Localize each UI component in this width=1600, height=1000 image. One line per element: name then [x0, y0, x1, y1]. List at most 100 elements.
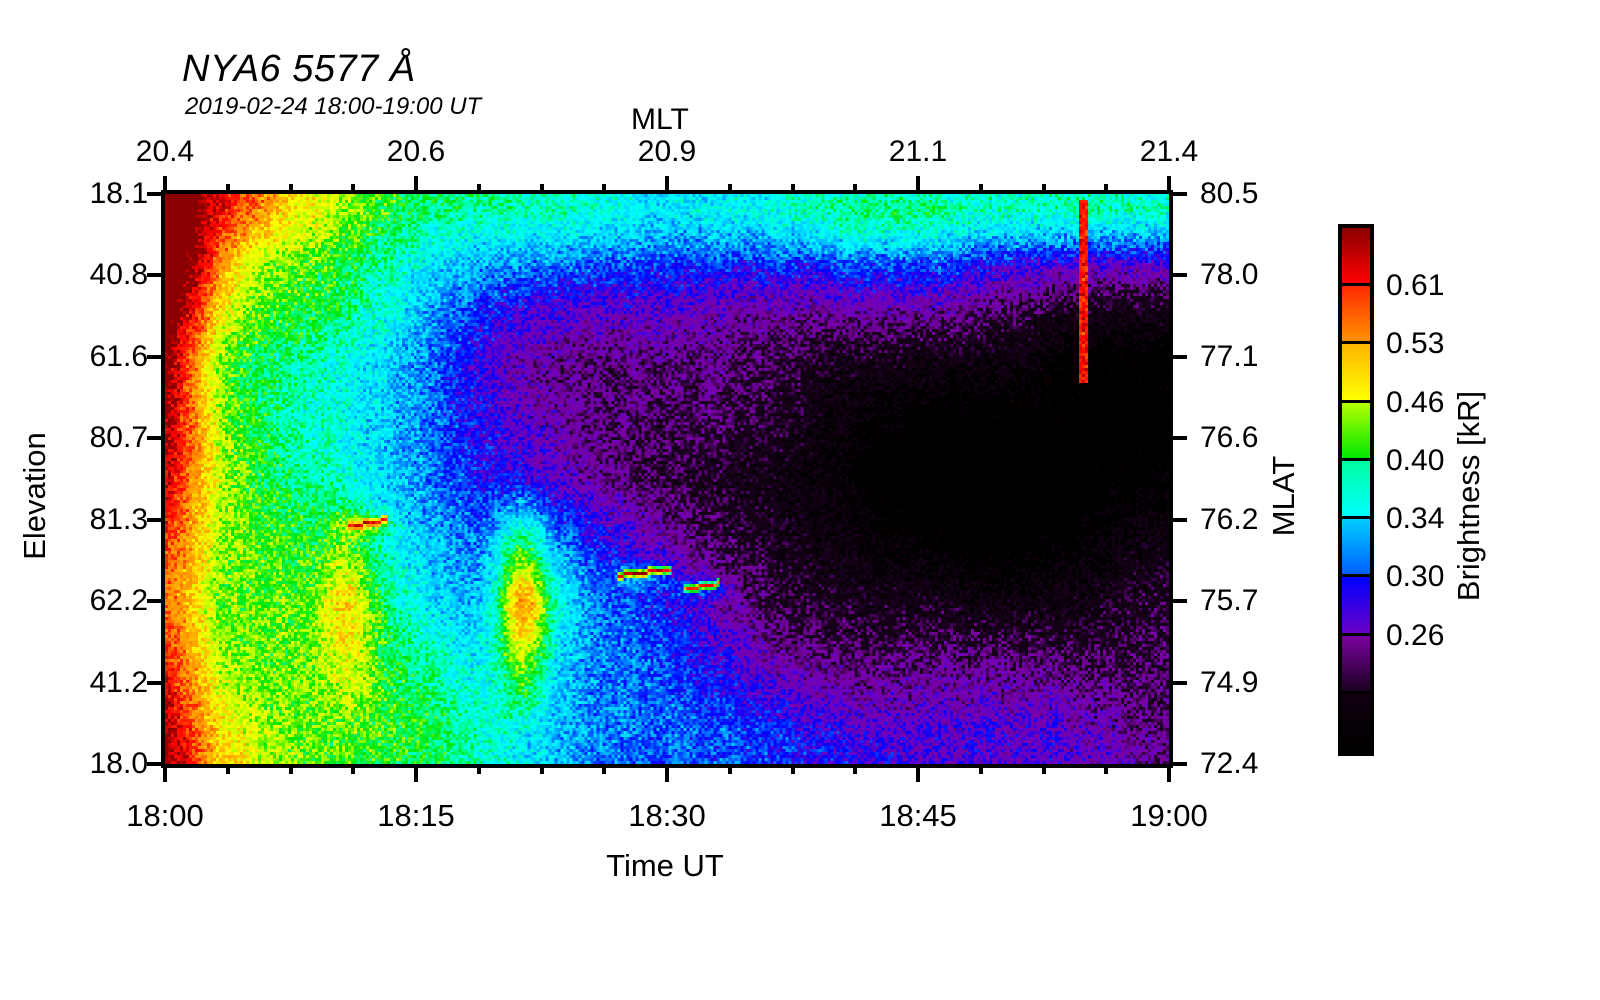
tickmark: [1167, 764, 1171, 782]
elevation-tick-label: 62.2: [89, 584, 148, 618]
colorbar-tick-label: 0.46: [1386, 385, 1445, 419]
time-tick-label: 18:45: [879, 798, 957, 833]
colorbar-ticklabels: 0.61 0.53 0.46 0.40 0.34 0.30 0.26: [1386, 0, 1516, 1000]
colorbar-segment: [1342, 460, 1370, 520]
mlat-tick-label: 76.2: [1200, 502, 1259, 536]
mlat-tick-label: 80.5: [1200, 177, 1259, 210]
tickmark: [1169, 762, 1187, 766]
tickmark: [351, 764, 355, 774]
time-axis-ticklabels: 18:00 18:15 18:30 18:45 19:00: [0, 798, 1600, 836]
elevation-tick-label: 18.1: [89, 177, 148, 210]
elevation-tick-label: 81.3: [89, 502, 148, 536]
tickmark: [147, 436, 165, 440]
tickmark: [853, 764, 857, 774]
colorbar-segment: [1342, 286, 1370, 345]
tickmark: [147, 681, 165, 685]
time-tick-label: 18:00: [126, 798, 204, 833]
colorbar-tick-label: 0.40: [1386, 443, 1445, 477]
time-tick-label: 18:15: [377, 798, 455, 833]
mlt-tick-label: 20.9: [637, 135, 697, 168]
time-tick-label: 18:30: [628, 798, 706, 833]
tickmark: [1169, 599, 1187, 603]
tickmark: [147, 192, 165, 196]
tickmark: [602, 184, 606, 194]
tickmark: [289, 764, 293, 774]
keogram-plot-area: [165, 194, 1169, 764]
tickmark: [163, 176, 167, 194]
tickmark: [791, 764, 795, 774]
tickmark: [602, 764, 606, 774]
tickmark: [147, 273, 165, 277]
elevation-tick-label: 80.7: [89, 421, 148, 455]
tickmark: [147, 518, 165, 522]
colorbar: [1338, 224, 1374, 756]
mlt-axis-ticklabels: 20.4 20.6 20.9 21.1 21.4: [0, 135, 1600, 171]
tickmark: [477, 764, 481, 774]
tickmark: [414, 764, 418, 782]
page-title: NYA6 5577 Å: [182, 48, 416, 90]
mlat-tick-label: 76.6: [1200, 421, 1259, 455]
tickmark: [916, 764, 920, 782]
mlat-axis-ticklabels: 80.5 78.0 77.1 76.6 76.2 75.7 74.9 72.4: [1200, 0, 1320, 1000]
mlt-tick-label: 21.1: [888, 135, 948, 168]
tickmark: [1169, 355, 1187, 359]
mlat-tick-label: 77.1: [1200, 339, 1259, 373]
tickmark: [665, 176, 669, 194]
elevation-axis-ticklabels: 18.1 40.8 61.6 80.7 81.3 62.2 41.2 18.0: [0, 0, 148, 1000]
tickmark: [1169, 273, 1187, 277]
colorbar-segment: [1342, 402, 1370, 461]
keogram-image: [165, 194, 1169, 764]
colorbar-segment: [1342, 519, 1370, 578]
tickmark: [147, 599, 165, 603]
tickmark: [979, 184, 983, 194]
tickmark: [1169, 518, 1187, 522]
elevation-tick-label: 61.6: [89, 339, 148, 373]
time-tick-label: 19:00: [1130, 798, 1208, 833]
mlt-tick-label: 20.4: [135, 135, 195, 168]
elevation-tick-label: 41.2: [89, 665, 148, 699]
tickmark: [147, 355, 165, 359]
colorbar-segment: [1342, 228, 1370, 287]
tickmark: [853, 184, 857, 194]
tickmark: [163, 764, 167, 782]
elevation-tick-label: 18.0: [89, 747, 148, 780]
mlt-tick-label: 21.4: [1139, 135, 1199, 168]
colorbar-tick-label: 0.61: [1386, 269, 1445, 303]
mlat-tick-label: 72.4: [1200, 747, 1259, 780]
time-axis-title: Time UT: [606, 848, 724, 883]
mlat-tick-label: 74.9: [1200, 665, 1259, 699]
tickmark: [147, 762, 165, 766]
colorbar-tick-label: 0.30: [1386, 560, 1445, 594]
tickmark: [979, 764, 983, 774]
tickmark: [414, 176, 418, 194]
colorbar-tick-label: 0.53: [1386, 327, 1445, 361]
tickmark: [226, 764, 230, 774]
mlat-axis-title: MLAT: [1266, 455, 1301, 537]
tickmark: [1169, 681, 1187, 685]
tickmark: [1042, 764, 1046, 774]
tickmark: [1104, 184, 1108, 194]
tickmark: [1169, 436, 1187, 440]
colorbar-segment: [1342, 635, 1370, 694]
mlt-tick-label: 20.6: [386, 135, 446, 168]
tickmark: [1104, 764, 1108, 774]
colorbar-title: Brightness [kR]: [1451, 390, 1486, 602]
colorbar-segment: [1342, 577, 1370, 636]
tickmark: [540, 184, 544, 194]
mlt-axis-title: MLT: [631, 103, 689, 136]
tickmark: [665, 764, 669, 782]
elevation-tick-label: 40.8: [89, 258, 148, 292]
tickmark: [1169, 192, 1187, 196]
tickmark: [728, 764, 732, 774]
tickmark: [1042, 184, 1046, 194]
tickmark: [226, 184, 230, 194]
colorbar-segment: [1342, 693, 1370, 752]
colorbar-tick-label: 0.34: [1386, 502, 1445, 536]
mlat-tick-label: 75.7: [1200, 584, 1259, 618]
page-subtitle: 2019-02-24 18:00-19:00 UT: [185, 93, 482, 120]
elevation-axis-title: Elevation: [17, 432, 52, 560]
tickmark: [289, 184, 293, 194]
tickmark: [791, 184, 795, 194]
colorbar-segment: [1342, 344, 1370, 403]
tickmark: [728, 184, 732, 194]
